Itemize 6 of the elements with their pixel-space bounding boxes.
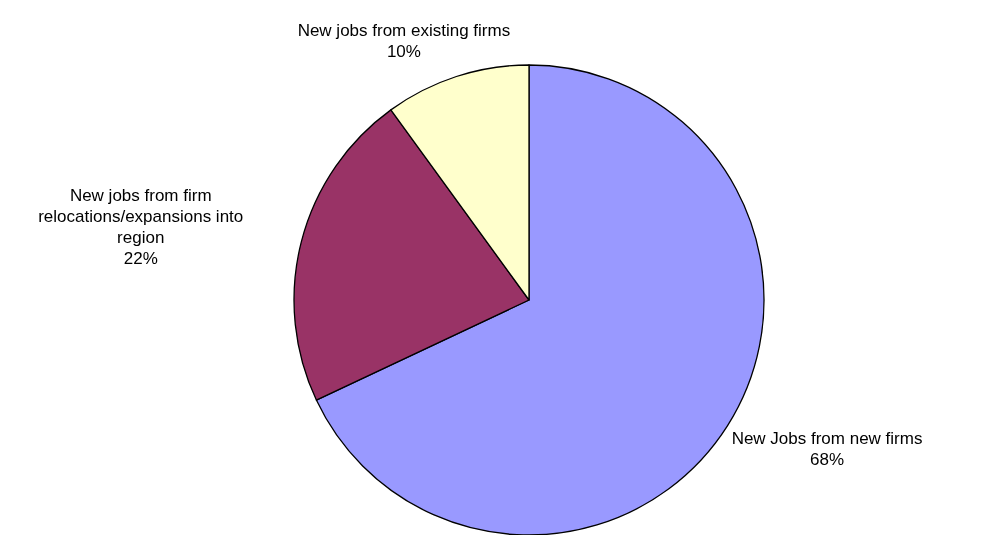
slice-label: New jobs from firm relocations/expansions into region [38,186,244,248]
slice-label: New jobs from existing firms [297,21,511,40]
data-label: 22% [123,249,158,269]
data-label: 68% [810,450,845,470]
slice-label: New Jobs from new firms [731,429,923,449]
data-label: 10% [386,42,421,61]
